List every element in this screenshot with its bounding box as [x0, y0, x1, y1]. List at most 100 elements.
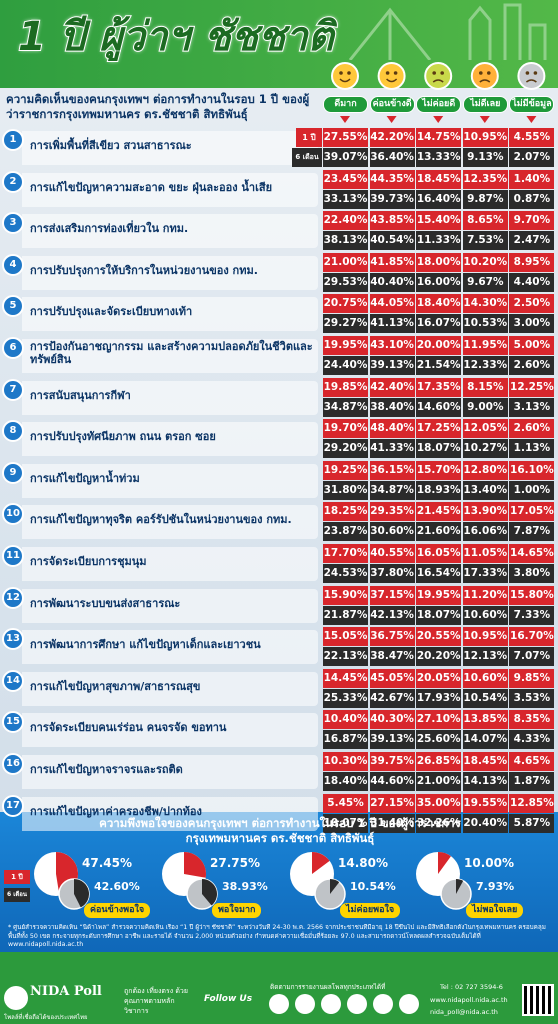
- cell-1-year: 18.00%: [416, 252, 462, 272]
- topic-strip: [22, 547, 318, 581]
- satisfaction-title: ความพึงพอใจของคนกรุงเทพฯ ต่อการทำงานในรอ…: [99, 816, 461, 845]
- emoji-eye: [440, 71, 445, 75]
- cell-6-months: 3.80%: [509, 564, 555, 583]
- cell-1-year: 11.05%: [462, 544, 508, 563]
- cell-1-year: 19.25%: [323, 460, 368, 480]
- cell-1-year: 42.20%: [369, 128, 415, 147]
- cell-6-months: 16.06%: [462, 522, 508, 542]
- cell-1-year: 19.95%: [323, 336, 368, 355]
- cell-1-year: 18.25%: [323, 502, 368, 522]
- cell-1-year: 10.60%: [462, 668, 508, 688]
- emoji-mouth: [479, 79, 491, 83]
- cell-1-year: 14.45%: [323, 668, 368, 688]
- cell-1-year: 12.85%: [509, 793, 555, 813]
- emoji-eye: [432, 71, 437, 75]
- cell-1-year: 12.05%: [462, 419, 508, 439]
- pie-value-1-year: 10.00%: [464, 856, 514, 870]
- topic-strip: [22, 588, 318, 623]
- cell-6-months: 23.87%: [323, 522, 368, 542]
- cell-6-months: 16.54%: [416, 564, 462, 583]
- cell-1-year: 44.35%: [369, 169, 415, 189]
- cell-1-year: 10.20%: [462, 252, 508, 272]
- cell-6-months: 14.13%: [462, 772, 508, 791]
- cell-1-year: 27.10%: [416, 710, 462, 730]
- cell-1-year: 5.45%: [323, 793, 368, 813]
- topic-strip: [22, 505, 318, 540]
- item-number: 7: [2, 378, 24, 401]
- cell-6-months: 44.60%: [369, 772, 415, 791]
- cell-1-year: 20.55%: [416, 627, 462, 647]
- cell-1-year: 16.70%: [509, 627, 555, 647]
- column-label: ไม่มีข้อมูล: [509, 96, 555, 113]
- cell-6-months: 22.13%: [323, 647, 368, 667]
- cell-1-year: 17.70%: [323, 544, 368, 563]
- topic-strip: [22, 339, 318, 373]
- topic-label: การป้องกันอาชญากรรม และสร้างความปลอดภัยใ…: [30, 340, 313, 366]
- cell-1-year: 15.80%: [509, 585, 555, 605]
- cell-6-months: 4.33%: [509, 730, 555, 750]
- cell-6-months: 18.07%: [416, 439, 462, 459]
- cell-6-months: 2.47%: [509, 231, 555, 251]
- cell-6-months: 14.60%: [416, 397, 462, 417]
- cell-6-months: 24.40%: [323, 356, 368, 375]
- cell-6-months: 38.40%: [369, 397, 415, 417]
- cell-1-year: 10.40%: [323, 710, 368, 730]
- emoji-eye: [385, 71, 390, 75]
- emoji-face: [424, 62, 453, 90]
- topic-label: การปรับปรุงทัศนียภาพ ถนน ตรอก ซอย: [30, 430, 216, 444]
- cell-1-year: 19.70%: [323, 419, 368, 439]
- column-label: ไม่ดีเลย: [462, 96, 508, 113]
- cell-1-year: 20.05%: [416, 668, 462, 688]
- emoji-face: [470, 62, 499, 90]
- cell-6-months: 7.07%: [509, 647, 555, 667]
- cell-1-year: 17.25%: [416, 419, 462, 439]
- topic-label: การแก้ไขปัญหาจราจรและรถติด: [30, 763, 183, 776]
- cell-6-months: 17.93%: [416, 688, 462, 708]
- cell-6-months: 25.33%: [323, 688, 368, 708]
- emoji-eye: [479, 71, 483, 75]
- cell-6-months: 31.80%: [323, 480, 368, 500]
- topic-label: การส่งเสริมการท่องเที่ยวใน กทม.: [30, 222, 189, 236]
- cell-1-year: 44.05%: [369, 294, 415, 314]
- cell-6-months: 21.54%: [416, 356, 462, 375]
- social-icon: [347, 994, 367, 1014]
- cell-6-months: 38.47%: [369, 647, 415, 667]
- cell-1-year: 14.75%: [416, 128, 462, 147]
- cell-6-months: 21.87%: [323, 605, 368, 625]
- cell-1-year: 36.15%: [369, 460, 415, 480]
- cell-6-months: 33.13%: [323, 189, 368, 209]
- cell-6-months: 11.33%: [416, 231, 462, 251]
- topic-strip: [22, 380, 318, 415]
- cell-6-months: 7.53%: [462, 231, 508, 251]
- cell-1-year: 40.55%: [369, 544, 415, 563]
- cell-1-year: 13.85%: [462, 710, 508, 730]
- item-number: 8: [2, 420, 24, 443]
- main-title: 1 ปี ผู้ว่าฯ ชัชชาติ: [17, 13, 335, 61]
- topic-strip: [22, 463, 318, 498]
- topic-label: การเพิ่มพื้นที่สีเขียว สวนสาธารณะ: [30, 139, 192, 152]
- cell-6-months: 41.13%: [369, 314, 415, 334]
- cell-6-months: 41.33%: [369, 439, 415, 459]
- cell-1-year: 19.95%: [416, 585, 462, 605]
- item-number: 10: [2, 503, 24, 526]
- social-icon: [373, 994, 393, 1014]
- cell-1-year: 45.05%: [369, 668, 415, 688]
- cell-1-year: 29.35%: [369, 502, 415, 522]
- cell-6-months: 21.00%: [416, 772, 462, 791]
- item-number: 3: [2, 212, 24, 235]
- item-number: 5: [2, 295, 24, 318]
- cell-1-year: 8.95%: [509, 252, 555, 272]
- cell-6-months: 40.54%: [369, 231, 415, 251]
- pie-wedge-6-months: [202, 879, 218, 906]
- cell-6-months: 9.00%: [462, 397, 508, 417]
- cell-1-year: 10.95%: [462, 128, 508, 147]
- pointer: [433, 116, 444, 123]
- cell-1-year: 15.05%: [323, 627, 368, 647]
- cell-6-months: 3.53%: [509, 688, 555, 708]
- item-number: 1: [2, 129, 24, 151]
- cell-1-year: 48.40%: [369, 419, 415, 439]
- cell-1-year: 16.05%: [416, 544, 462, 563]
- cell-6-months: 16.87%: [323, 730, 368, 750]
- cell-1-year: 11.20%: [462, 585, 508, 605]
